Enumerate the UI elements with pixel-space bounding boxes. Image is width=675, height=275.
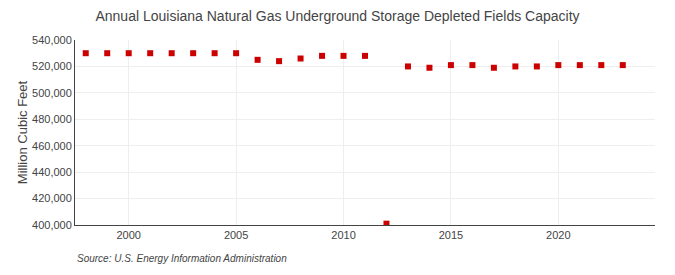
svg-text:2010: 2010 — [331, 229, 355, 241]
svg-text:480,000: 480,000 — [32, 113, 72, 125]
svg-text:420,000: 420,000 — [32, 192, 72, 204]
svg-text:460,000: 460,000 — [32, 140, 72, 152]
svg-text:440,000: 440,000 — [32, 166, 72, 178]
svg-text:520,000: 520,000 — [32, 60, 72, 72]
svg-text:Million Cubic Feet: Million Cubic Feet — [15, 80, 30, 184]
svg-text:400,000: 400,000 — [32, 219, 72, 231]
svg-text:540,000: 540,000 — [32, 34, 72, 46]
svg-text:500,000: 500,000 — [32, 87, 72, 99]
svg-text:Annual Louisiana Natural Gas U: Annual Louisiana Natural Gas Underground… — [95, 8, 579, 24]
svg-text:2005: 2005 — [224, 229, 248, 241]
svg-text:Source: U.S. Energy Informatio: Source: U.S. Energy Information Administ… — [77, 253, 287, 264]
svg-text:2000: 2000 — [116, 229, 140, 241]
svg-text:2020: 2020 — [546, 229, 570, 241]
svg-text:2015: 2015 — [439, 229, 463, 241]
